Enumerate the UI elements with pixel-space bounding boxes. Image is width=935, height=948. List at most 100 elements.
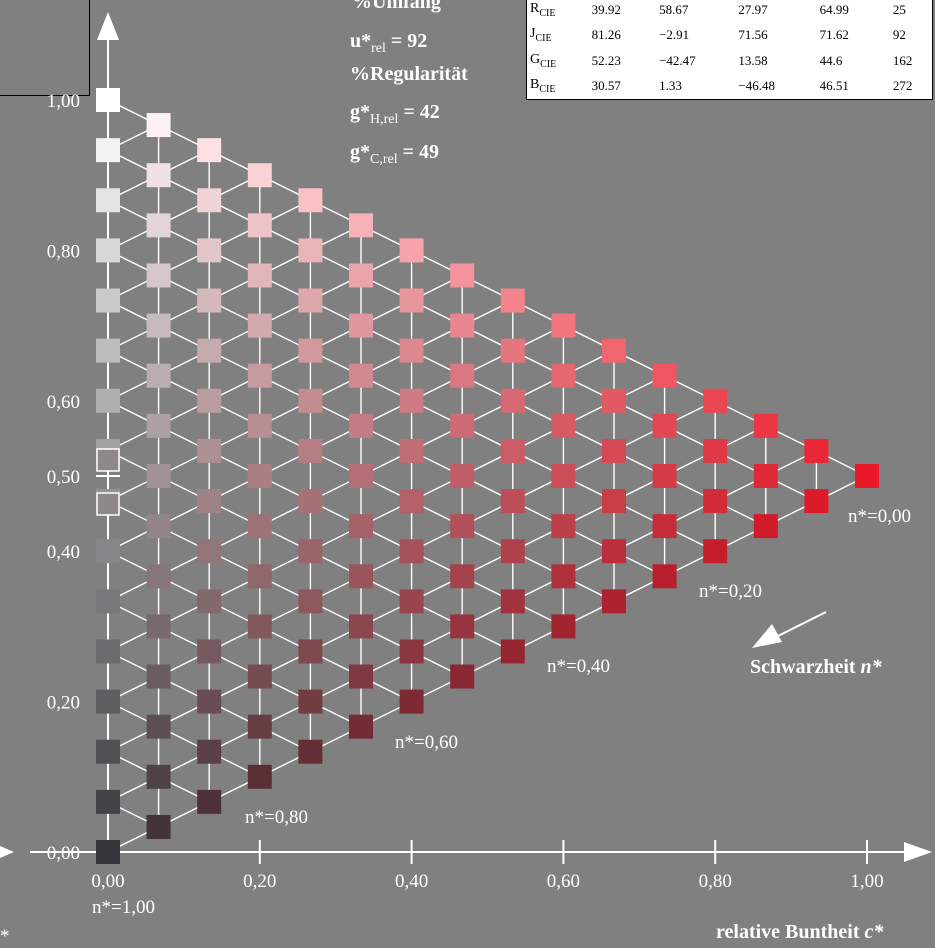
color-patch: [551, 363, 576, 388]
color-patch: [450, 664, 475, 689]
color-patch: [197, 489, 222, 514]
color-patch: [602, 338, 626, 363]
color-patch: [551, 413, 576, 438]
color-patch: [602, 489, 626, 514]
y-tick-label: 0,60: [47, 392, 80, 413]
color-patch: [703, 388, 728, 413]
color-patch: [652, 363, 677, 388]
color-patch: [247, 664, 272, 689]
y-tick-label: 0,80: [47, 241, 80, 262]
x-tick-label: 1,00: [850, 871, 883, 892]
blackness-label: n*=0,00: [848, 506, 911, 527]
cie-row-letter: J: [530, 26, 536, 42]
cie-row-name: JCIE: [527, 23, 589, 48]
color-patch: [602, 539, 626, 564]
regularitaet-title: %Regularität: [350, 63, 468, 85]
y-tick-label: 0,50: [47, 467, 80, 488]
color-patch: [500, 639, 525, 664]
grid-line-blackness: [107, 600, 362, 728]
color-patch: [96, 639, 120, 664]
cie-cell: −46.48: [738, 78, 775, 94]
color-patch: [500, 338, 525, 363]
color-patch: [146, 413, 171, 438]
cie-cell: −2.91: [659, 27, 690, 43]
color-patch: [298, 739, 323, 764]
color-patch: [146, 113, 171, 138]
legend-box-fragment: [0, 0, 90, 96]
color-patch: [652, 564, 677, 589]
color-patch: [349, 664, 373, 689]
color-patch: [399, 438, 424, 463]
grid-line-blackness: [107, 99, 868, 477]
cie-cell: 13.58: [738, 52, 768, 68]
color-patch: [804, 438, 829, 463]
color-patch: [450, 313, 475, 338]
color-patch: [247, 564, 272, 589]
x-axis-title-text: relative Buntheit: [716, 921, 865, 943]
color-patch: [652, 464, 677, 488]
color-patch: [96, 388, 120, 413]
color-patch: [197, 739, 222, 764]
cie-row-sub: CIE: [535, 33, 552, 45]
cie-row-letter: G: [530, 51, 541, 67]
color-patch: [197, 388, 222, 413]
color-patches: [96, 88, 879, 864]
color-patch: [96, 238, 120, 263]
cie-cell: 25: [892, 1, 906, 17]
gh-rel-value: g*H,rel = 42: [350, 101, 440, 128]
blackness-arrow-line: [769, 611, 827, 641]
color-patch: [753, 514, 778, 539]
color-patch: [247, 413, 272, 438]
color-patch: [551, 564, 576, 589]
color-patch: [349, 614, 373, 639]
blackness-label: n*=0,40: [547, 656, 610, 677]
gc-number: = 49: [397, 141, 440, 163]
y-tick-label: 0,00: [47, 843, 80, 864]
cie-cell: 58.67: [659, 1, 689, 17]
color-patch: [450, 464, 475, 488]
color-patch: [197, 338, 222, 363]
cie-row-letter: R: [530, 0, 540, 16]
color-patch: [247, 764, 272, 789]
u-number: = 92: [385, 30, 428, 52]
cie-cell: 1.33: [659, 78, 682, 94]
color-patch: [197, 138, 222, 163]
u-label: u*: [350, 30, 372, 52]
color-patch: [146, 564, 171, 589]
color-patch: [450, 614, 475, 639]
color-patch: [298, 489, 323, 514]
color-patch: [500, 589, 525, 614]
color-patch: [197, 539, 222, 564]
color-patch: [349, 213, 373, 238]
x-tick-label: 0,40: [395, 871, 428, 892]
color-patch: [703, 539, 728, 564]
color-patch: [298, 288, 323, 313]
grid-line-whiteness: [107, 324, 564, 552]
cie-cell: 272: [892, 78, 913, 94]
color-patch: [349, 413, 373, 438]
color-patch: [399, 639, 424, 664]
color-patch: [146, 814, 171, 839]
color-patch: [450, 413, 475, 438]
color-patch: [349, 464, 373, 488]
color-patch: [399, 489, 424, 514]
color-patch: [146, 464, 171, 488]
gh-number: = 42: [398, 101, 440, 123]
color-patch: [96, 789, 120, 814]
color-patch: [500, 288, 525, 313]
gh-label: g*: [350, 101, 370, 123]
cie-cell: 162: [892, 52, 913, 68]
y-tick-label: 0,40: [47, 542, 80, 563]
color-patch: [399, 288, 424, 313]
midgrey-marker: [96, 492, 120, 516]
color-patch: [551, 514, 576, 539]
left-arrow-fragment: [0, 846, 14, 858]
color-patch: [500, 539, 525, 564]
color-patch: [855, 464, 879, 488]
color-patch: [399, 338, 424, 363]
color-patch: [96, 739, 120, 764]
color-patch: [96, 288, 120, 313]
color-patch: [96, 338, 120, 363]
color-patch: [96, 589, 120, 614]
color-patch: [197, 689, 222, 714]
